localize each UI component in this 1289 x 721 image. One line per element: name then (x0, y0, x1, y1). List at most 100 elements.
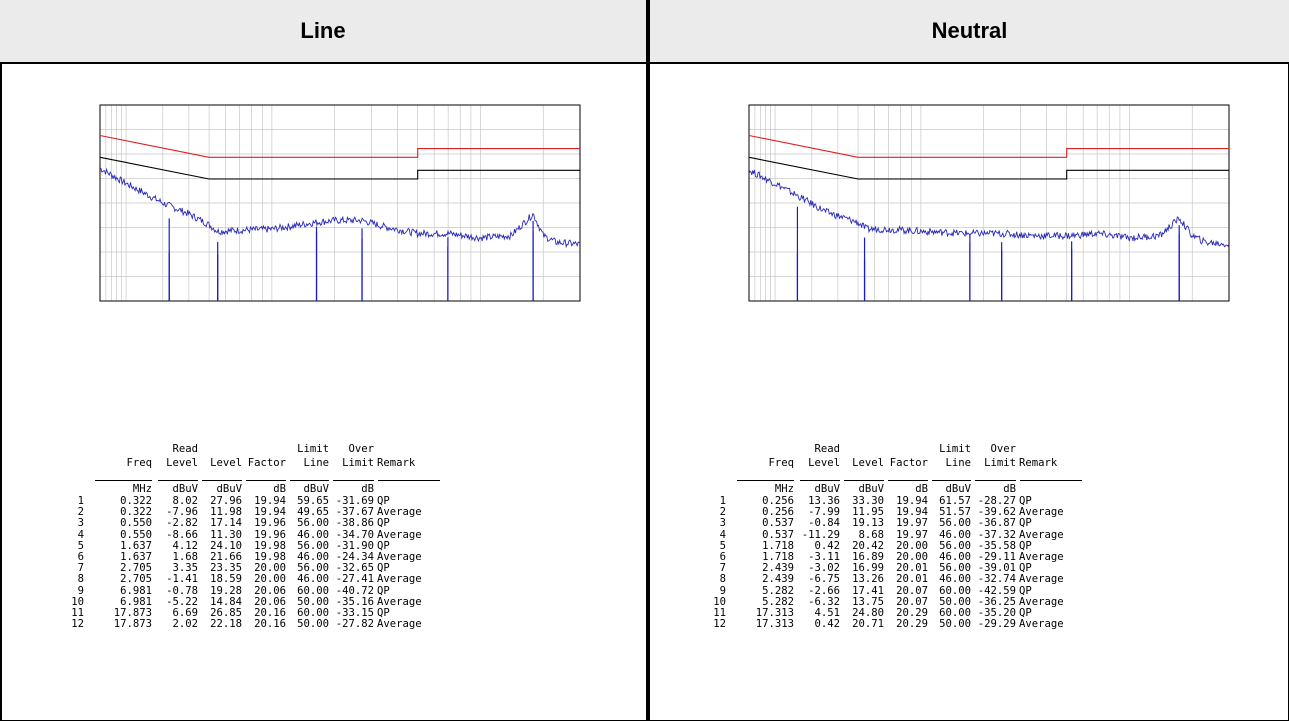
table-cell: -28.27 (978, 495, 1016, 507)
table-cell: 6 (720, 551, 726, 563)
table-header: Line (945, 457, 971, 469)
table-header: Freq (126, 457, 152, 469)
header-underline (844, 480, 884, 481)
table-cell: 50.00 (297, 618, 329, 630)
table-header: Level (808, 457, 840, 469)
table-cell: -39.62 (978, 506, 1016, 518)
table-cell: -29.11 (978, 551, 1016, 563)
table-cell: 60.00 (297, 607, 329, 619)
table-cell: -42.59 (978, 585, 1016, 597)
table-cell: 59.65 (297, 495, 329, 507)
table-cell: 1.637 (120, 540, 152, 552)
table-cell: 6.981 (120, 596, 152, 608)
table-cell: 0.42 (814, 618, 840, 630)
table-cell: -1.41 (166, 573, 198, 585)
table-cell: 56.00 (297, 517, 329, 529)
table-cell: 17.873 (114, 618, 152, 630)
table-cell: -7.99 (808, 506, 840, 518)
table-cell: 3 (78, 517, 84, 529)
table-cell: QP (377, 607, 390, 619)
table-cell: 20.42 (852, 540, 884, 552)
header-underline (1020, 480, 1082, 481)
table-cell: Average (1019, 529, 1064, 541)
table-cell: -6.32 (808, 596, 840, 608)
table-cell: -6.75 (808, 573, 840, 585)
table-cell: Average (377, 506, 422, 518)
table-cell: QP (1019, 517, 1032, 529)
table-cell: Average (377, 551, 422, 563)
table-cell: Average (1019, 596, 1064, 608)
table-cell: 6.981 (120, 585, 152, 597)
table-cell: 20.07 (896, 596, 928, 608)
table-unit: dBuV (303, 483, 329, 495)
table-cell: -39.01 (978, 562, 1016, 574)
table-cell: -8.66 (166, 529, 198, 541)
table-cell: 5 (720, 540, 726, 552)
table-cell: 19.28 (210, 585, 242, 597)
table-cell: 19.96 (254, 517, 286, 529)
table-cell: 56.00 (297, 540, 329, 552)
table-cell: 19.98 (254, 540, 286, 552)
table-cell: -36.25 (978, 596, 1016, 608)
table-cell: 2.705 (120, 562, 152, 574)
table-cell: 0.42 (814, 540, 840, 552)
table-cell: -2.66 (808, 585, 840, 597)
header-underline (932, 480, 971, 481)
header-underline (333, 480, 374, 481)
table-cell: -35.20 (978, 607, 1016, 619)
table-cell: 20.06 (254, 585, 286, 597)
table-cell: 19.94 (896, 506, 928, 518)
table-cell: 13.75 (852, 596, 884, 608)
table-header-top: Read (172, 443, 198, 455)
table-cell: Average (377, 596, 422, 608)
table-cell: 60.00 (297, 585, 329, 597)
table-cell: -27.41 (336, 573, 374, 585)
table-header: Limit (984, 457, 1016, 469)
table-cell: 5.282 (762, 585, 794, 597)
table-header-top: Over (348, 443, 374, 455)
table-cell: 4 (78, 529, 84, 541)
header-underline (378, 480, 440, 481)
table-cell: QP (1019, 540, 1032, 552)
header-underline (290, 480, 329, 481)
table-unit: dB (915, 483, 928, 495)
table-cell: 4.12 (172, 540, 198, 552)
header-underline (202, 480, 242, 481)
table-cell: -27.82 (336, 618, 374, 630)
table-header: Level (166, 457, 198, 469)
table-cell: 16.89 (852, 551, 884, 563)
table-cell: 0.256 (762, 495, 794, 507)
table-header: Level (210, 457, 242, 469)
table-header: Factor (248, 457, 286, 469)
table-cell: 56.00 (297, 562, 329, 574)
table-cell: 17.313 (756, 618, 794, 630)
table-cell: 19.94 (896, 495, 928, 507)
table-cell: Average (377, 618, 422, 630)
table-header: Freq (768, 457, 794, 469)
table-cell: 17.14 (210, 517, 242, 529)
table-cell: 11.30 (210, 529, 242, 541)
table-unit: dBuV (858, 483, 884, 495)
table-unit: dBuV (172, 483, 198, 495)
table-cell: Average (377, 529, 422, 541)
table-cell: 13.26 (852, 573, 884, 585)
table-cell: 2.02 (172, 618, 198, 630)
table-cell: 19.97 (896, 529, 928, 541)
table-cell: 20.16 (254, 607, 286, 619)
table-cell: 20.01 (896, 562, 928, 574)
table-cell: 12 (71, 618, 84, 630)
table-cell: 56.00 (939, 540, 971, 552)
table-cell: -0.84 (808, 517, 840, 529)
table-header: Level (852, 457, 884, 469)
emission-chart-neutral (731, 85, 1251, 335)
table-cell: -29.29 (978, 618, 1016, 630)
table-cell: 18.59 (210, 573, 242, 585)
table-cell: 7 (720, 562, 726, 574)
table-header: Limit (342, 457, 374, 469)
table-cell: 17.313 (756, 607, 794, 619)
table-cell: 1.718 (762, 551, 794, 563)
panel-header-neutral: Neutral (650, 0, 1289, 64)
table-cell: 20.29 (896, 607, 928, 619)
table-cell: -37.67 (336, 506, 374, 518)
panel-divider (646, 0, 650, 721)
